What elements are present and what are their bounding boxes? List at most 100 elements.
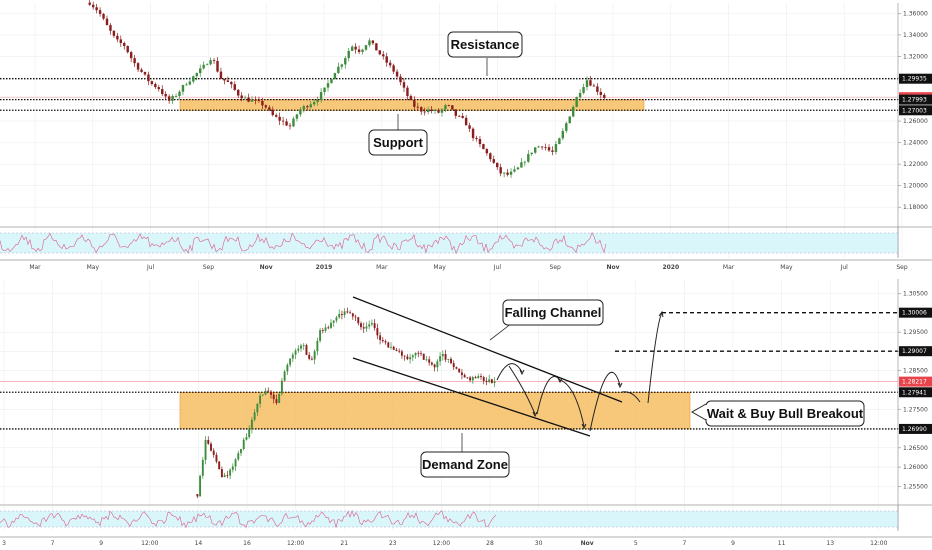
- x-tick-label: 23: [389, 540, 397, 547]
- candle-body: [185, 84, 188, 86]
- candle-body: [489, 153, 492, 160]
- zone-rect: [179, 392, 691, 430]
- candle-body: [204, 439, 207, 460]
- candle-body: [310, 358, 313, 360]
- candle-body: [409, 357, 412, 360]
- candle-body: [513, 169, 516, 172]
- candle-body: [250, 100, 254, 102]
- upper-time-axis[interactable]: Mar May Jul Sep Nov 2019 Mar May Jul Sep Nov 2020 Ma…: [0, 259, 932, 271]
- candle-body: [387, 342, 390, 348]
- x-tick-label: Sep: [203, 264, 215, 271]
- candle-body: [423, 111, 426, 113]
- current-price-tag: [899, 376, 932, 387]
- demand-zone: [179, 392, 691, 430]
- candle-body: [313, 351, 316, 360]
- candle-body: [582, 87, 585, 93]
- demand-zone-label: Demand Zone: [422, 457, 508, 472]
- candle-body: [417, 352, 420, 354]
- y-tick-label: 1.30500: [903, 291, 928, 298]
- x-tick-label: 2019: [316, 264, 333, 271]
- candle-body: [254, 100, 257, 101]
- candle-body: [136, 63, 140, 70]
- lower-price-axis[interactable]: 1.305001.295001.290001.285001.275001.270…: [897, 279, 932, 530]
- candle-body: [492, 159, 495, 163]
- candle-body: [554, 144, 558, 152]
- candle-body: [480, 376, 482, 378]
- y-tick-label: 1.25500: [903, 483, 928, 490]
- candle-body: [360, 323, 362, 328]
- falling-channel-label: Falling Channel: [505, 305, 602, 320]
- candle-body: [436, 361, 439, 368]
- candle-body: [98, 10, 102, 14]
- projection-arc-7: [647, 312, 663, 404]
- candle-body: [226, 80, 230, 82]
- x-tick-label: Mar: [376, 264, 388, 271]
- candle-body: [95, 7, 98, 11]
- lower-time-axis[interactable]: 3 7 9 12:00 14 16 12:00 21 23 12:00 28 30 Nov 5 7 9 11 13…: [0, 536, 932, 547]
- candle-body: [237, 89, 240, 96]
- candle-body: [403, 355, 406, 357]
- candle-body: [306, 106, 309, 108]
- candle-body: [506, 172, 509, 175]
- level-tag: [899, 346, 932, 357]
- x-tick-label: Nov: [260, 264, 273, 271]
- candle-body: [102, 13, 105, 19]
- candle-body: [167, 96, 171, 101]
- candle-body: [592, 85, 596, 87]
- candle-body: [537, 146, 540, 148]
- candle-body: [568, 116, 571, 124]
- falling-channel: [352, 296, 623, 437]
- y-tick-label: 1.26000: [903, 464, 928, 471]
- candle-body: [451, 105, 454, 110]
- candle-body: [295, 114, 299, 119]
- candle-body: [219, 71, 223, 79]
- candle-body: [378, 50, 382, 55]
- candle-body: [133, 58, 136, 64]
- candle-body: [237, 453, 240, 460]
- candle-body: [207, 439, 210, 444]
- y-tick-label: 1.34000: [903, 32, 928, 39]
- candle-body: [264, 390, 267, 395]
- candle-body: [335, 317, 338, 321]
- x-tick-label: 2020: [662, 264, 679, 271]
- candle-body: [578, 92, 582, 98]
- y-tick-label: 1.29500: [903, 329, 928, 336]
- candle-body: [261, 394, 264, 396]
- candle-body: [420, 353, 422, 355]
- candle-body: [202, 64, 205, 69]
- candle-body: [571, 106, 575, 117]
- channel-upper-line: [352, 296, 623, 403]
- upper-price-axis[interactable]: 1.360001.340001.320001.300001.280001.260…: [897, 3, 932, 258]
- y-tick-label: 1.24000: [903, 140, 928, 147]
- candle-body: [354, 46, 357, 50]
- candle-body: [223, 475, 226, 478]
- projection-arrows: [496, 310, 664, 432]
- x-tick-label: Jul: [493, 264, 502, 271]
- candle-body: [196, 494, 199, 497]
- candle-body: [373, 323, 376, 329]
- x-tick-label: 28: [486, 540, 494, 547]
- candle-body: [433, 109, 437, 111]
- y-tick-label: 1.22000: [903, 161, 928, 168]
- level-tag: [899, 307, 932, 318]
- level-tag: [899, 423, 932, 434]
- candle-body: [212, 450, 215, 455]
- candle-body: [414, 352, 417, 356]
- x-tick-label: Sep: [550, 264, 562, 271]
- candle-body: [234, 459, 237, 467]
- candle-body: [599, 91, 603, 95]
- x-tick-label: 5: [634, 540, 638, 547]
- candle-body: [278, 116, 281, 121]
- candle-body: [388, 62, 392, 66]
- candle-body: [364, 45, 368, 50]
- candle-body: [409, 95, 413, 101]
- candle-body: [283, 371, 286, 381]
- level-label: 1.27941: [902, 389, 927, 396]
- candle-body: [195, 73, 198, 77]
- candle-body: [174, 95, 178, 97]
- candle-body: [289, 358, 292, 365]
- level-label: 1.26990: [902, 426, 927, 433]
- lower-price-levels: [0, 312, 898, 430]
- candle-body: [245, 437, 248, 440]
